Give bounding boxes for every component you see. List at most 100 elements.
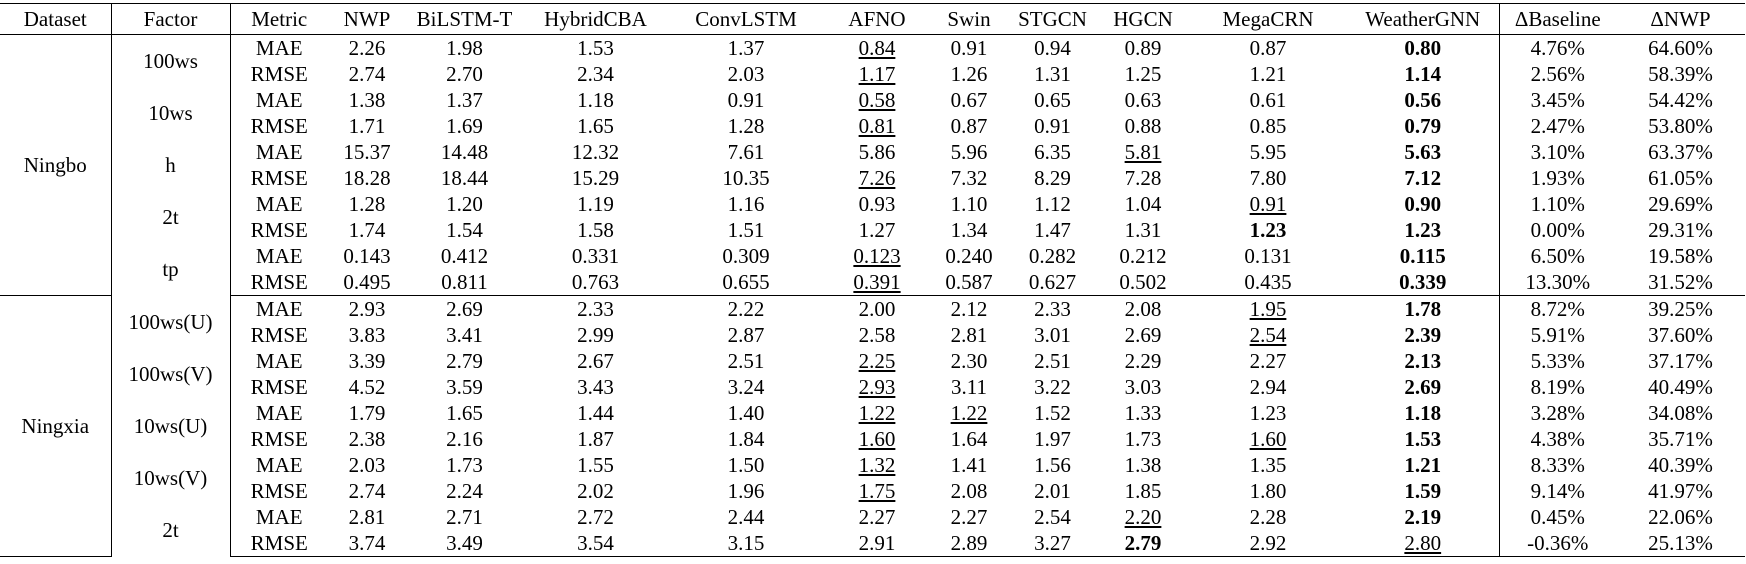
value-text: 7.80 <box>1249 166 1287 190</box>
value-cell: 0.282 <box>1008 243 1097 269</box>
value-cell: 34.08% <box>1616 400 1745 426</box>
value-cell: 5.91% <box>1499 322 1616 348</box>
value-cell: 0.240 <box>930 243 1008 269</box>
value-text: 39.25% <box>1648 297 1713 321</box>
value-cell: 2.54 <box>1189 322 1347 348</box>
value-text: 2.01 <box>1034 479 1071 503</box>
table-row: 10ws(U) MAE 1.79 1.65 1.44 1.40 1.22 1.22 1.52 1.… <box>0 400 1745 452</box>
value-text: 3.39 <box>348 349 386 373</box>
value-cell: 2.33 <box>1008 296 1097 323</box>
value-cell: 2.38 <box>328 426 406 452</box>
value-text: 1.65 <box>577 114 614 138</box>
factor-cell: 100ws(U) <box>111 295 231 348</box>
value-cell: 10.35 <box>668 165 824 191</box>
value-cell: 1.47 <box>1008 217 1097 243</box>
metric-cell: RMSE <box>250 62 308 86</box>
value-cell: 22.06% <box>1616 504 1745 530</box>
value-text: 1.38 <box>1124 453 1162 477</box>
value-text: 13.30% <box>1525 270 1591 294</box>
value-text: 3.45% <box>1530 88 1585 112</box>
value-text: 2.33 <box>1034 297 1071 321</box>
value-cell: 1.80 <box>1189 478 1347 504</box>
value-cell: 1.87 <box>523 426 668 452</box>
value-text: 1.23 <box>1404 218 1442 242</box>
value-text: -0.36% <box>1527 531 1589 555</box>
value-cell: 1.31 <box>1097 217 1189 243</box>
value-cell: 2.34 <box>523 61 668 87</box>
value-text: 2.30 <box>950 349 988 373</box>
value-text: 5.33% <box>1530 349 1585 373</box>
value-text: 0.00% <box>1530 218 1585 242</box>
value-text: 1.96 <box>727 479 765 503</box>
value-cell: 7.61 <box>668 139 824 165</box>
value-cell: 1.22 <box>930 400 1008 426</box>
value-cell: 1.10% <box>1499 191 1616 217</box>
value-text: 1.38 <box>348 88 386 112</box>
value-cell: 1.18 <box>523 87 668 113</box>
value-cell: 2.79 <box>1097 530 1189 557</box>
value-text: 1.59 <box>1404 479 1442 503</box>
value-text: 1.32 <box>858 453 896 477</box>
value-text: 2.71 <box>446 505 483 529</box>
value-text: 3.28% <box>1530 401 1585 425</box>
value-text: 1.22 <box>950 401 988 425</box>
value-text: 1.50 <box>727 453 765 477</box>
value-cell: 0.58 <box>824 87 930 113</box>
value-text: 3.54 <box>577 531 614 555</box>
value-cell: 1.60 <box>824 426 930 452</box>
value-text: 37.17% <box>1648 349 1713 373</box>
value-cell: 0.212 <box>1097 243 1189 269</box>
value-cell: 2.74 <box>328 61 406 87</box>
value-cell: 1.21 <box>1189 61 1347 87</box>
value-text: 1.54 <box>446 218 483 242</box>
value-text: 1.25 <box>1124 62 1162 86</box>
table-row: tp MAE 0.143 0.412 0.331 0.309 0.123 0.240 0.282… <box>0 243 1745 296</box>
value-text: 3.11 <box>951 375 987 399</box>
value-text: 0.655 <box>722 270 770 294</box>
value-text: 40.49% <box>1648 375 1713 399</box>
value-text: 34.08% <box>1648 401 1713 425</box>
value-text: 3.15 <box>727 531 765 555</box>
value-text: 1.18 <box>1404 401 1442 425</box>
column-header: ΔBaseline <box>1499 3 1616 35</box>
value-text: 2.51 <box>727 349 765 373</box>
value-cell: 1.98 <box>406 35 523 62</box>
value-cell: 29.69% <box>1616 191 1745 217</box>
value-cell: 2.69 <box>1097 322 1189 348</box>
value-cell: 0.87 <box>930 113 1008 139</box>
value-text: 3.74 <box>348 531 386 555</box>
table-row: RMSE 18.28 18.44 15.29 10.35 7.26 7.32 8.29 7.28… <box>0 165 1745 191</box>
value-cell: 3.54 <box>523 530 668 557</box>
value-cell: 1.58 <box>523 217 668 243</box>
value-text: 0.89 <box>1124 36 1162 60</box>
table-row: Ningxia 100ws(U) MAE 2.93 2.69 2.33 2.22 2.00 2.… <box>0 295 1745 557</box>
value-cell: 3.83 <box>328 322 406 348</box>
value-text: 2.99 <box>577 323 614 347</box>
value-text: 1.40 <box>727 401 765 425</box>
value-text: 1.75 <box>858 479 896 503</box>
value-text: 2.79 <box>446 349 483 373</box>
value-cell: 2.12 <box>930 296 1008 323</box>
value-cell: 0.81 <box>824 113 930 139</box>
table-row: RMSE 3.74 3.49 3.54 3.15 2.91 2.89 3.27 2.79 2.92… <box>0 530 1745 557</box>
value-text: 2.67 <box>577 349 614 373</box>
value-cell: 3.03 <box>1097 374 1189 400</box>
value-cell: 0.627 <box>1008 269 1097 296</box>
value-cell: 2.30 <box>930 348 1008 374</box>
column-header: HybridCBA <box>523 3 668 35</box>
value-cell: 35.71% <box>1616 426 1745 452</box>
value-text: 2.79 <box>1124 531 1162 555</box>
value-cell: 1.14 <box>1347 61 1500 87</box>
value-text: 1.84 <box>727 427 765 451</box>
value-cell: 0.115 <box>1347 243 1500 269</box>
value-text: 1.78 <box>1404 297 1442 321</box>
value-text: 1.27 <box>858 218 896 242</box>
value-text: 2.74 <box>348 479 386 503</box>
value-text: 1.19 <box>577 192 614 216</box>
value-text: 29.69% <box>1648 192 1713 216</box>
value-cell: 0.63 <box>1097 87 1189 113</box>
value-cell: 1.21 <box>1347 452 1500 478</box>
value-cell: 41.97% <box>1616 478 1745 504</box>
value-text: 1.98 <box>446 36 483 60</box>
table-row: RMSE 4.52 3.59 3.43 3.24 2.93 3.11 3.22 3.03 2.94… <box>0 374 1745 400</box>
